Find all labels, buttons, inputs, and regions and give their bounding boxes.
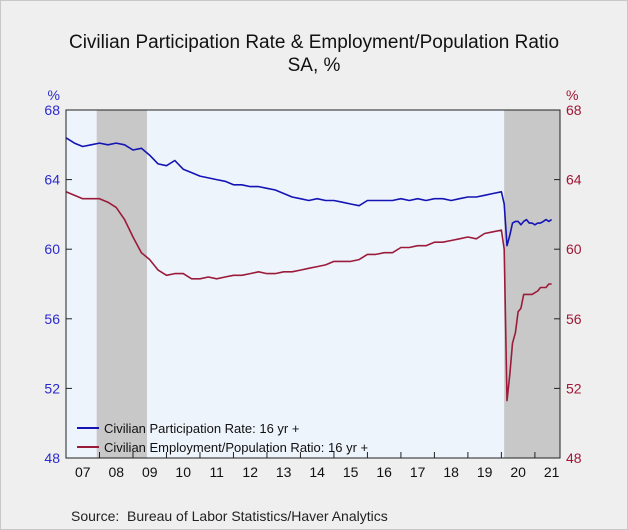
left-tick-label: 52 xyxy=(44,380,60,396)
x-tick-label: 19 xyxy=(477,464,493,480)
x-tick-label: 15 xyxy=(343,464,359,480)
x-tick-label: 12 xyxy=(242,464,258,480)
plot-area xyxy=(66,110,560,458)
x-tick-label: 14 xyxy=(309,464,325,480)
chart-subtitle: SA, % xyxy=(287,55,341,76)
legend-label-1: Civilian Employment/Population Ratio: 16… xyxy=(104,440,368,455)
right-tick-label: 68 xyxy=(566,102,582,118)
plot-border xyxy=(65,109,561,459)
x-tick-label: 21 xyxy=(544,464,560,480)
x-tick-label: 20 xyxy=(510,464,526,480)
x-tick-label: 08 xyxy=(108,464,124,480)
right-tick-label: 52 xyxy=(566,380,582,396)
x-tick-label: 18 xyxy=(443,464,459,480)
x-tick-label: 13 xyxy=(276,464,292,480)
left-tick-label: 60 xyxy=(44,241,60,257)
x-tick-label: 07 xyxy=(75,464,91,480)
right-axis-unit: % xyxy=(566,87,578,103)
x-tick-label: 16 xyxy=(376,464,392,480)
left-tick-label: 68 xyxy=(44,102,60,118)
left-tick-label: 48 xyxy=(44,450,60,466)
left-tick-label: 64 xyxy=(44,172,60,188)
right-tick-label: 64 xyxy=(566,172,582,188)
recession-band-1 xyxy=(504,110,560,458)
recession-band-0 xyxy=(96,110,147,458)
left-axis-unit: % xyxy=(48,87,60,103)
legend-label-0: Civilian Participation Rate: 16 yr + xyxy=(104,421,299,436)
right-tick-label: 48 xyxy=(566,450,582,466)
x-tick-label: 17 xyxy=(410,464,426,480)
chart-title: Civilian Participation Rate & Employment… xyxy=(68,32,560,53)
x-tick-label: 09 xyxy=(142,464,158,480)
source-note: Source: Bureau of Labor Statistics/Haver… xyxy=(71,508,388,524)
x-tick-label: 11 xyxy=(209,464,224,480)
series-line-1 xyxy=(65,191,552,402)
right-tick-label: 60 xyxy=(566,241,582,257)
series-line-0 xyxy=(65,137,553,247)
x-tick-label: 10 xyxy=(175,464,191,480)
left-tick-label: 56 xyxy=(44,311,60,327)
right-tick-label: 56 xyxy=(566,311,582,327)
